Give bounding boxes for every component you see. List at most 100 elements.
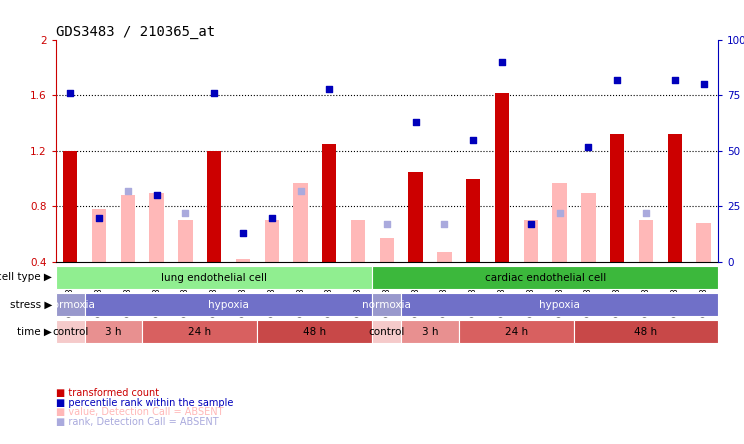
Text: GSM286420: GSM286420 bbox=[555, 266, 564, 317]
Point bbox=[93, 214, 105, 221]
Text: GDS3483 / 210365_at: GDS3483 / 210365_at bbox=[56, 25, 215, 39]
Point bbox=[612, 76, 623, 83]
Point bbox=[295, 187, 307, 194]
Text: GSM286426: GSM286426 bbox=[440, 266, 449, 317]
Bar bbox=[696, 223, 711, 262]
Text: GSM286429: GSM286429 bbox=[699, 266, 708, 317]
Text: GSM286418: GSM286418 bbox=[382, 266, 391, 317]
Bar bbox=[257, 320, 373, 343]
Point bbox=[64, 90, 76, 97]
Text: GSM286407: GSM286407 bbox=[65, 266, 74, 317]
Bar bbox=[524, 220, 538, 262]
Text: GSM286419: GSM286419 bbox=[469, 266, 478, 317]
Bar bbox=[373, 293, 401, 316]
Bar bbox=[408, 172, 423, 262]
Bar bbox=[121, 195, 135, 262]
Bar bbox=[56, 266, 373, 289]
Text: 48 h: 48 h bbox=[304, 327, 327, 337]
Bar bbox=[351, 220, 365, 262]
Point bbox=[698, 81, 710, 88]
Bar bbox=[56, 320, 85, 343]
Text: lung endothelial cell: lung endothelial cell bbox=[161, 273, 267, 282]
Text: GSM286408: GSM286408 bbox=[210, 266, 219, 317]
Text: GSM286417: GSM286417 bbox=[353, 266, 362, 317]
Text: cardiac endothelial cell: cardiac endothelial cell bbox=[484, 273, 606, 282]
Text: GSM286415: GSM286415 bbox=[181, 266, 190, 317]
Text: GSM286423: GSM286423 bbox=[498, 266, 507, 317]
Point bbox=[179, 210, 191, 217]
Bar bbox=[437, 252, 452, 262]
Text: GSM286427: GSM286427 bbox=[526, 266, 536, 317]
Bar bbox=[56, 293, 85, 316]
Bar bbox=[581, 193, 596, 262]
Text: GSM286413: GSM286413 bbox=[325, 266, 334, 317]
Text: time ▶: time ▶ bbox=[17, 327, 52, 337]
Bar bbox=[574, 320, 718, 343]
Bar bbox=[495, 93, 509, 262]
Bar bbox=[265, 220, 279, 262]
Text: normoxia: normoxia bbox=[46, 300, 94, 309]
Point bbox=[324, 85, 336, 92]
Text: ■ percentile rank within the sample: ■ percentile rank within the sample bbox=[56, 398, 233, 408]
Text: 24 h: 24 h bbox=[188, 327, 211, 337]
Text: ■ transformed count: ■ transformed count bbox=[56, 388, 159, 398]
Text: GSM286414: GSM286414 bbox=[124, 266, 132, 317]
Point bbox=[669, 76, 681, 83]
Bar bbox=[667, 134, 682, 262]
Bar bbox=[142, 320, 257, 343]
Point bbox=[237, 230, 249, 237]
Point bbox=[525, 221, 536, 228]
Point bbox=[583, 143, 594, 150]
Text: 24 h: 24 h bbox=[505, 327, 528, 337]
Bar bbox=[92, 209, 106, 262]
Bar bbox=[610, 134, 624, 262]
Bar bbox=[150, 193, 164, 262]
Text: GSM286409: GSM286409 bbox=[296, 266, 305, 317]
Text: GSM286412: GSM286412 bbox=[238, 266, 248, 317]
Text: 3 h: 3 h bbox=[422, 327, 438, 337]
Bar bbox=[552, 183, 567, 262]
Bar bbox=[85, 293, 373, 316]
Bar bbox=[293, 183, 308, 262]
Text: GSM286421: GSM286421 bbox=[641, 266, 650, 317]
Point bbox=[496, 59, 508, 66]
Bar bbox=[85, 320, 142, 343]
Bar bbox=[236, 259, 250, 262]
Text: ■ value, Detection Call = ABSENT: ■ value, Detection Call = ABSENT bbox=[56, 408, 223, 417]
Text: cell type ▶: cell type ▶ bbox=[0, 273, 52, 282]
Text: normoxia: normoxia bbox=[362, 300, 411, 309]
Bar bbox=[401, 293, 718, 316]
Point bbox=[266, 214, 278, 221]
Point bbox=[410, 119, 422, 126]
Bar bbox=[379, 238, 394, 262]
Text: hypoxia: hypoxia bbox=[208, 300, 249, 309]
Text: GSM286410: GSM286410 bbox=[94, 266, 103, 317]
Bar bbox=[373, 266, 718, 289]
Bar bbox=[639, 220, 653, 262]
Bar bbox=[322, 144, 336, 262]
Point bbox=[381, 221, 393, 228]
Text: ■ rank, Detection Call = ABSENT: ■ rank, Detection Call = ABSENT bbox=[56, 417, 219, 427]
Bar bbox=[373, 320, 401, 343]
Text: control: control bbox=[52, 327, 89, 337]
Point bbox=[467, 136, 479, 143]
Text: GSM286424: GSM286424 bbox=[584, 266, 593, 317]
Bar bbox=[178, 220, 193, 262]
Text: hypoxia: hypoxia bbox=[539, 300, 580, 309]
Point bbox=[438, 221, 450, 228]
Text: stress ▶: stress ▶ bbox=[10, 300, 52, 309]
Text: GSM286411: GSM286411 bbox=[152, 266, 161, 317]
Bar bbox=[63, 151, 77, 262]
Bar bbox=[207, 151, 222, 262]
Bar bbox=[401, 320, 459, 343]
Point bbox=[122, 187, 134, 194]
Bar bbox=[459, 320, 574, 343]
Text: GSM286422: GSM286422 bbox=[411, 266, 420, 317]
Point bbox=[208, 90, 220, 97]
Point bbox=[150, 192, 162, 199]
Point bbox=[554, 210, 565, 217]
Text: 48 h: 48 h bbox=[635, 327, 658, 337]
Point bbox=[640, 210, 652, 217]
Text: GSM286425: GSM286425 bbox=[670, 266, 679, 317]
Text: 3 h: 3 h bbox=[105, 327, 121, 337]
